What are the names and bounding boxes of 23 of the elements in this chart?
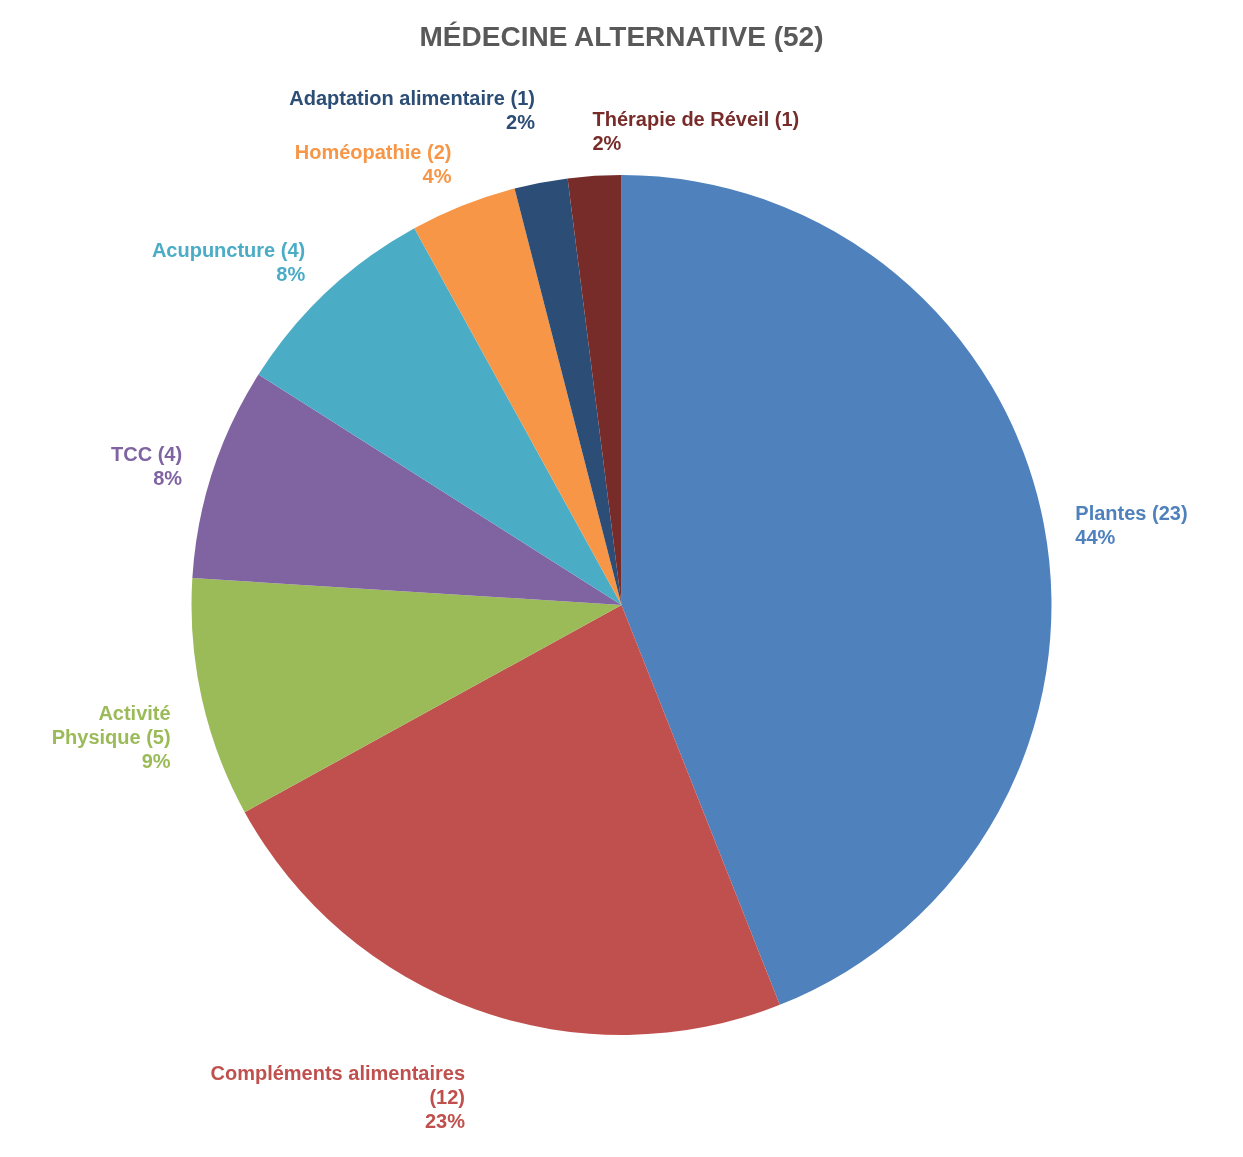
pie-slice — [192, 374, 622, 605]
pie-slice — [621, 175, 1051, 1005]
slice-label: Homéopathie (2) — [294, 141, 452, 164]
pie-slice — [192, 578, 622, 813]
slice-label: Plantes (23) — [1075, 501, 1188, 524]
pie-slice — [414, 188, 622, 605]
data-label: 2% — [506, 111, 536, 134]
data-label: 8% — [153, 466, 183, 489]
slice-label: Adaptation alimentaire (1) — [289, 87, 535, 110]
chart-title: MÉDECINE ALTERNATIVE (52) — [419, 21, 824, 52]
slice-label: TCC (4) — [111, 442, 183, 465]
pie-slice — [244, 605, 780, 1035]
data-label: 2% — [592, 131, 622, 154]
slice-label: Acupuncture (4) — [151, 238, 306, 261]
slice-label: Compléments alimentaires (12) — [210, 1061, 465, 1108]
data-label: 23% — [424, 1109, 466, 1132]
slice-label: Thérapie de Réveil (1) — [592, 107, 800, 130]
data-label: 9% — [141, 749, 171, 772]
data-label: 44% — [1075, 525, 1116, 548]
data-label: 4% — [422, 165, 452, 188]
pie-slice — [567, 175, 622, 605]
data-label: 8% — [276, 262, 306, 285]
slice-label: Activité Physique (5) — [51, 701, 171, 748]
